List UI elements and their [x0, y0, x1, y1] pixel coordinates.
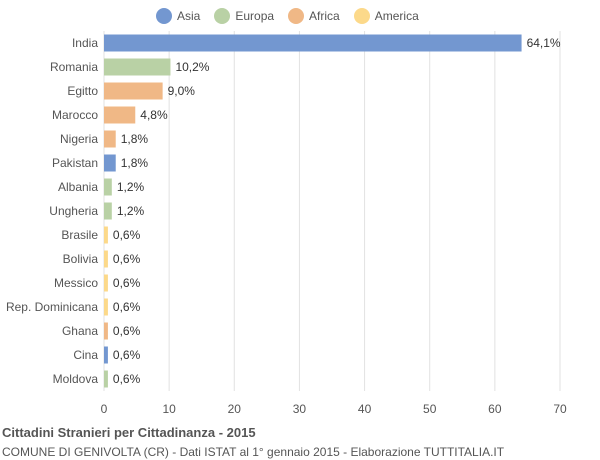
value-label: 0,6%	[113, 228, 141, 242]
category-label: Messico	[54, 276, 98, 290]
x-tick-label: 50	[423, 402, 437, 416]
value-label: 0,6%	[113, 252, 141, 266]
chart-legend: Asia Europa Africa America	[156, 6, 433, 26]
legend-label: America	[374, 9, 419, 23]
bar	[104, 298, 108, 316]
value-label: 0,6%	[113, 300, 141, 314]
category-label: Nigeria	[60, 132, 98, 146]
category-label: Romania	[50, 60, 98, 74]
x-tick-label: 40	[358, 402, 372, 416]
chart-subtitle: COMUNE DI GENIVOLTA (CR) - Dati ISTAT al…	[2, 445, 505, 459]
value-label: 1,8%	[121, 132, 149, 146]
category-label: India	[72, 36, 98, 50]
legend-item-africa: Africa	[288, 8, 340, 24]
legend-label: Africa	[309, 9, 340, 23]
value-label: 0,6%	[113, 324, 141, 338]
value-label: 4,8%	[140, 108, 168, 122]
legend-label: Europa	[235, 9, 275, 23]
x-tick-label: 10	[162, 402, 176, 416]
category-label: Cina	[73, 348, 98, 362]
value-label: 1,2%	[117, 204, 145, 218]
x-tick-label: 30	[293, 402, 307, 416]
bar-chart: 0 10 20 30 40 50 60 70 India 64,1% Romania 10,2% Egi…	[6, 31, 567, 416]
legend-swatch	[353, 8, 370, 24]
legend-swatch	[288, 8, 305, 24]
bar	[104, 250, 108, 268]
x-tick-label: 60	[488, 402, 502, 416]
category-label: Marocco	[52, 108, 98, 122]
value-label: 10,2%	[175, 60, 209, 74]
legend-item-europa: Europa	[214, 8, 274, 24]
x-tick-label: 0	[101, 402, 108, 416]
x-tick-label: 20	[228, 402, 242, 416]
bar	[104, 82, 163, 100]
x-tick-label: 70	[553, 402, 567, 416]
bar	[104, 34, 522, 52]
value-label: 0,6%	[113, 276, 141, 290]
legend-swatch	[214, 8, 231, 24]
category-label: Bolivia	[63, 252, 99, 266]
bar	[104, 370, 108, 388]
category-label: Brasile	[61, 228, 98, 242]
legend-swatch	[156, 8, 172, 24]
category-label: Rep. Dominicana	[6, 300, 98, 314]
value-label: 9,0%	[168, 84, 196, 98]
bar	[104, 322, 108, 340]
bar	[104, 106, 136, 124]
legend-label: Asia	[177, 9, 201, 23]
legend-item-america: America	[353, 8, 419, 24]
category-label: Pakistan	[52, 156, 98, 170]
value-label: 1,8%	[121, 156, 149, 170]
category-label: Ungheria	[49, 204, 98, 218]
bar	[104, 346, 108, 364]
value-label: 64,1%	[527, 36, 561, 50]
chart-title: Cittadini Stranieri per Cittadinanza - 2…	[2, 425, 256, 440]
legend-item-asia: Asia	[156, 8, 200, 24]
value-label: 1,2%	[117, 180, 145, 194]
bar	[104, 154, 116, 172]
bar	[104, 58, 171, 76]
bar	[104, 130, 116, 148]
bar	[104, 178, 112, 196]
value-label: 0,6%	[113, 372, 141, 386]
value-label: 0,6%	[113, 348, 141, 362]
bar	[104, 274, 108, 292]
bar	[104, 202, 112, 220]
category-label: Albania	[58, 180, 98, 194]
category-label: Ghana	[62, 324, 98, 338]
category-label: Egitto	[67, 84, 98, 98]
category-label: Moldova	[53, 372, 99, 386]
bar	[104, 226, 108, 244]
